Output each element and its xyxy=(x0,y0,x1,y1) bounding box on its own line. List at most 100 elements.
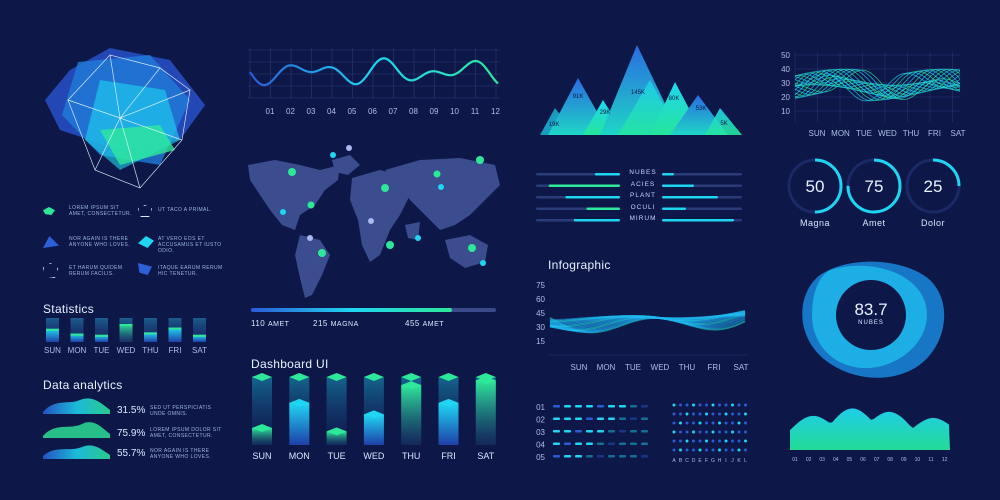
geo-legend-text: Ut taco a primal. xyxy=(158,207,212,213)
day-tick: MON xyxy=(597,363,616,372)
day-tick: WED xyxy=(878,129,897,138)
month-tick: 02 xyxy=(286,107,295,116)
peak-label: 29K xyxy=(600,110,611,116)
letter-label: C xyxy=(685,458,689,464)
month-tick: 10 xyxy=(450,107,459,116)
row-label: 05 xyxy=(536,453,545,462)
area-tick: 08 xyxy=(887,457,893,463)
area-tick: 12 xyxy=(942,457,948,463)
map-stat: 455 Amet xyxy=(405,319,445,328)
month-tick: 08 xyxy=(409,107,418,116)
geometric-shapes-illustration xyxy=(45,48,205,189)
analytics-value: 55.7% xyxy=(117,448,146,459)
y-tick: 30 xyxy=(536,323,545,332)
shard-icon xyxy=(138,263,152,275)
peak-label: 91K xyxy=(573,94,584,100)
polygon-icon xyxy=(43,207,55,215)
blob-label: Nubes xyxy=(858,320,884,326)
area-tick: 10 xyxy=(915,457,921,463)
multiline-chart: 50 40 30 20 10 SUN MON TUE WED THU FRI SAT xyxy=(781,51,966,138)
bottom-area-chart: 01 02 03 04 05 06 07 08 09 10 11 12 xyxy=(790,408,950,463)
blob-value: 83.7 xyxy=(854,300,887,319)
area-tick: 11 xyxy=(928,457,933,463)
month-tick: 09 xyxy=(430,107,439,116)
day-tick: TUE xyxy=(625,363,641,372)
letter-label: I xyxy=(725,458,726,464)
day-tick: SUN xyxy=(809,129,826,138)
peak-label: 145K xyxy=(631,90,645,96)
letter-label: E xyxy=(698,458,702,464)
map-progress-fill xyxy=(251,308,452,312)
letter-label: B xyxy=(679,458,683,464)
dashboard-day-label: TUE xyxy=(327,451,346,461)
legend-bar-label: Plant xyxy=(630,192,656,199)
day-tick: SUN xyxy=(571,363,588,372)
month-tick: 03 xyxy=(307,107,316,116)
y-tick: 15 xyxy=(536,337,545,346)
infographic-chart: 75 60 45 30 15 SUN MON TUE WED THU FRI SAT xyxy=(536,281,749,372)
area-tick: 03 xyxy=(819,457,825,463)
statistics-day-label: MON xyxy=(67,346,87,355)
statistics-title: Statistics xyxy=(43,302,95,316)
dashboard-ui-title: Dashboard UI xyxy=(251,357,329,371)
letter-label: D xyxy=(692,458,696,464)
geo-legend-text: Itaque earum rerum hic tenetur. xyxy=(158,265,223,277)
y-tick: 40 xyxy=(781,65,790,74)
analytics-text: Nor again is there anyone who loves. xyxy=(150,448,211,460)
analytics-value: 31.5% xyxy=(117,405,146,416)
month-tick: 06 xyxy=(368,107,377,116)
month-tick: 04 xyxy=(327,107,336,116)
area-tick: 05 xyxy=(847,457,853,463)
day-tick: FRI xyxy=(928,129,941,138)
month-tick: 07 xyxy=(389,107,398,116)
dashboard-day-label: SAT xyxy=(477,451,495,461)
row-label: 03 xyxy=(536,428,545,437)
map-stat: 110 Amet xyxy=(251,319,290,328)
statistics-day-label: THU xyxy=(142,346,159,355)
dial-value: 50 xyxy=(806,177,825,196)
letter-label: G xyxy=(711,458,715,464)
dashboard-day-label: FRI xyxy=(441,451,456,461)
geo-legend-text: Et harum quidem rerum facilis. xyxy=(69,265,123,277)
geo-legend-text: Nor again is there anyone who loves. xyxy=(69,236,130,248)
analytics-text: Lorem ipsum dolor sit amet, consectetur. xyxy=(150,427,222,439)
day-tick: TUE xyxy=(856,129,872,138)
statistics-day-label: SUN xyxy=(44,346,61,355)
dial-value: 75 xyxy=(865,177,884,196)
dashboard-day-label: WED xyxy=(363,451,385,461)
letter-label: J xyxy=(731,458,734,464)
month-tick: 11 xyxy=(471,107,480,116)
month-tick: 12 xyxy=(491,107,500,116)
legend-bar-label: Nubes xyxy=(629,169,657,176)
peak-label: 80K xyxy=(669,96,680,102)
day-tick: MON xyxy=(831,129,850,138)
peak-label: 5K xyxy=(720,121,727,127)
y-tick: 60 xyxy=(536,295,545,304)
y-tick: 20 xyxy=(781,93,790,102)
y-tick: 30 xyxy=(781,79,790,88)
blob-chart: 83.7 xyxy=(802,261,945,378)
world-map xyxy=(248,145,500,298)
day-tick: WED xyxy=(651,363,670,372)
month-tick: 01 xyxy=(266,107,275,116)
row-label: 02 xyxy=(536,416,545,425)
area-tick: 07 xyxy=(874,457,880,463)
statistics-bars xyxy=(46,318,206,342)
dial-value: 25 xyxy=(924,177,943,196)
day-tick: SAT xyxy=(734,363,749,372)
legend-bar-label: Acies xyxy=(630,180,656,188)
statistics-day-label: FRI xyxy=(168,346,182,355)
letter-label: K xyxy=(737,458,741,464)
dashboard-day-label: MON xyxy=(288,451,310,461)
mountain-chart: 19K 91K 29K 145K 80K 53K 5K xyxy=(540,45,742,135)
dial-label: Dolor xyxy=(920,218,945,228)
analytics-value: 75.9% xyxy=(117,428,146,439)
map-stat: 215 Magna xyxy=(313,319,359,328)
geo-legend-text: At vero eos et accusamus et iusto odio. xyxy=(158,236,222,254)
y-tick: 45 xyxy=(536,309,545,318)
area-tick: 02 xyxy=(806,457,812,463)
day-tick: THU xyxy=(679,363,696,372)
letter-label: L xyxy=(744,458,747,464)
infographic-title: Infographic xyxy=(548,258,611,272)
